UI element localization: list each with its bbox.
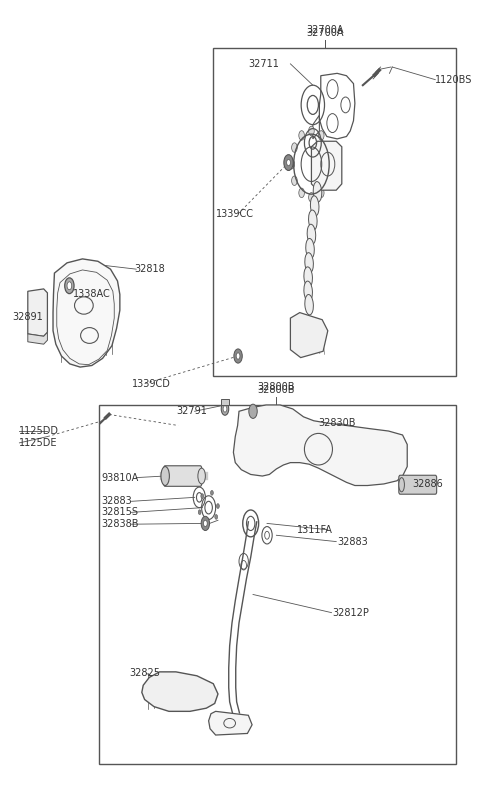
Text: 32830B: 32830B (318, 418, 356, 428)
Circle shape (65, 278, 74, 293)
Text: 1339CD: 1339CD (132, 379, 170, 388)
Circle shape (309, 127, 314, 136)
Circle shape (201, 494, 204, 498)
Text: 1125DD: 1125DD (19, 426, 60, 436)
Polygon shape (312, 142, 342, 190)
Circle shape (236, 353, 240, 359)
Circle shape (234, 349, 242, 363)
Ellipse shape (161, 467, 169, 486)
Bar (213, 48, 456, 376)
Text: 32815S: 32815S (101, 507, 138, 517)
Bar (99, 405, 456, 764)
Circle shape (211, 490, 213, 495)
Circle shape (223, 406, 227, 412)
Text: 1311FA: 1311FA (298, 524, 333, 535)
Circle shape (205, 520, 208, 525)
Circle shape (292, 143, 297, 153)
Polygon shape (233, 405, 407, 486)
Text: 32883: 32883 (337, 536, 368, 547)
Circle shape (289, 160, 295, 169)
Text: 32886: 32886 (412, 479, 443, 489)
Circle shape (201, 517, 210, 531)
Circle shape (198, 509, 201, 514)
Ellipse shape (307, 224, 316, 244)
Text: 1125DE: 1125DE (19, 438, 58, 448)
Text: 32812P: 32812P (333, 607, 369, 618)
Polygon shape (28, 289, 48, 336)
Circle shape (216, 504, 219, 509)
Circle shape (318, 188, 324, 198)
Circle shape (328, 160, 334, 169)
Text: 1120BS: 1120BS (435, 74, 473, 85)
Circle shape (221, 403, 229, 415)
Text: 1338AC: 1338AC (73, 290, 111, 300)
Circle shape (325, 176, 331, 185)
Text: 32883: 32883 (101, 496, 132, 506)
Ellipse shape (309, 210, 317, 230)
FancyBboxPatch shape (399, 475, 437, 494)
Circle shape (284, 155, 293, 171)
Ellipse shape (305, 252, 313, 273)
Ellipse shape (304, 281, 312, 301)
Bar (221, 399, 229, 405)
Text: 1339CC: 1339CC (216, 209, 253, 219)
Circle shape (204, 520, 207, 527)
Text: 32700A: 32700A (307, 28, 344, 38)
Polygon shape (28, 332, 48, 344)
Text: 32711: 32711 (248, 59, 279, 69)
Text: 32825: 32825 (129, 668, 160, 679)
Text: 32800B: 32800B (258, 384, 295, 395)
Polygon shape (209, 711, 252, 735)
Circle shape (318, 131, 324, 140)
Circle shape (299, 188, 304, 198)
Circle shape (292, 176, 297, 185)
Text: 93810A: 93810A (101, 472, 138, 483)
Text: 32838B: 32838B (101, 519, 139, 529)
Polygon shape (290, 312, 328, 358)
Circle shape (215, 514, 217, 519)
Ellipse shape (198, 468, 205, 484)
Ellipse shape (306, 238, 314, 259)
Circle shape (249, 404, 257, 418)
Ellipse shape (399, 478, 405, 492)
Text: 32800B: 32800B (258, 382, 295, 392)
Text: 32818: 32818 (134, 264, 165, 274)
Text: 32700A: 32700A (307, 25, 344, 36)
Circle shape (67, 282, 72, 290)
Circle shape (287, 160, 290, 166)
Circle shape (299, 131, 304, 140)
FancyBboxPatch shape (164, 466, 202, 486)
Circle shape (325, 143, 331, 153)
Polygon shape (53, 259, 120, 367)
Ellipse shape (311, 196, 319, 216)
Ellipse shape (313, 182, 322, 202)
Circle shape (309, 192, 314, 202)
Text: 32791: 32791 (176, 407, 207, 416)
Ellipse shape (305, 294, 313, 315)
Polygon shape (142, 672, 218, 711)
Ellipse shape (304, 267, 312, 287)
Text: 32891: 32891 (12, 312, 43, 321)
